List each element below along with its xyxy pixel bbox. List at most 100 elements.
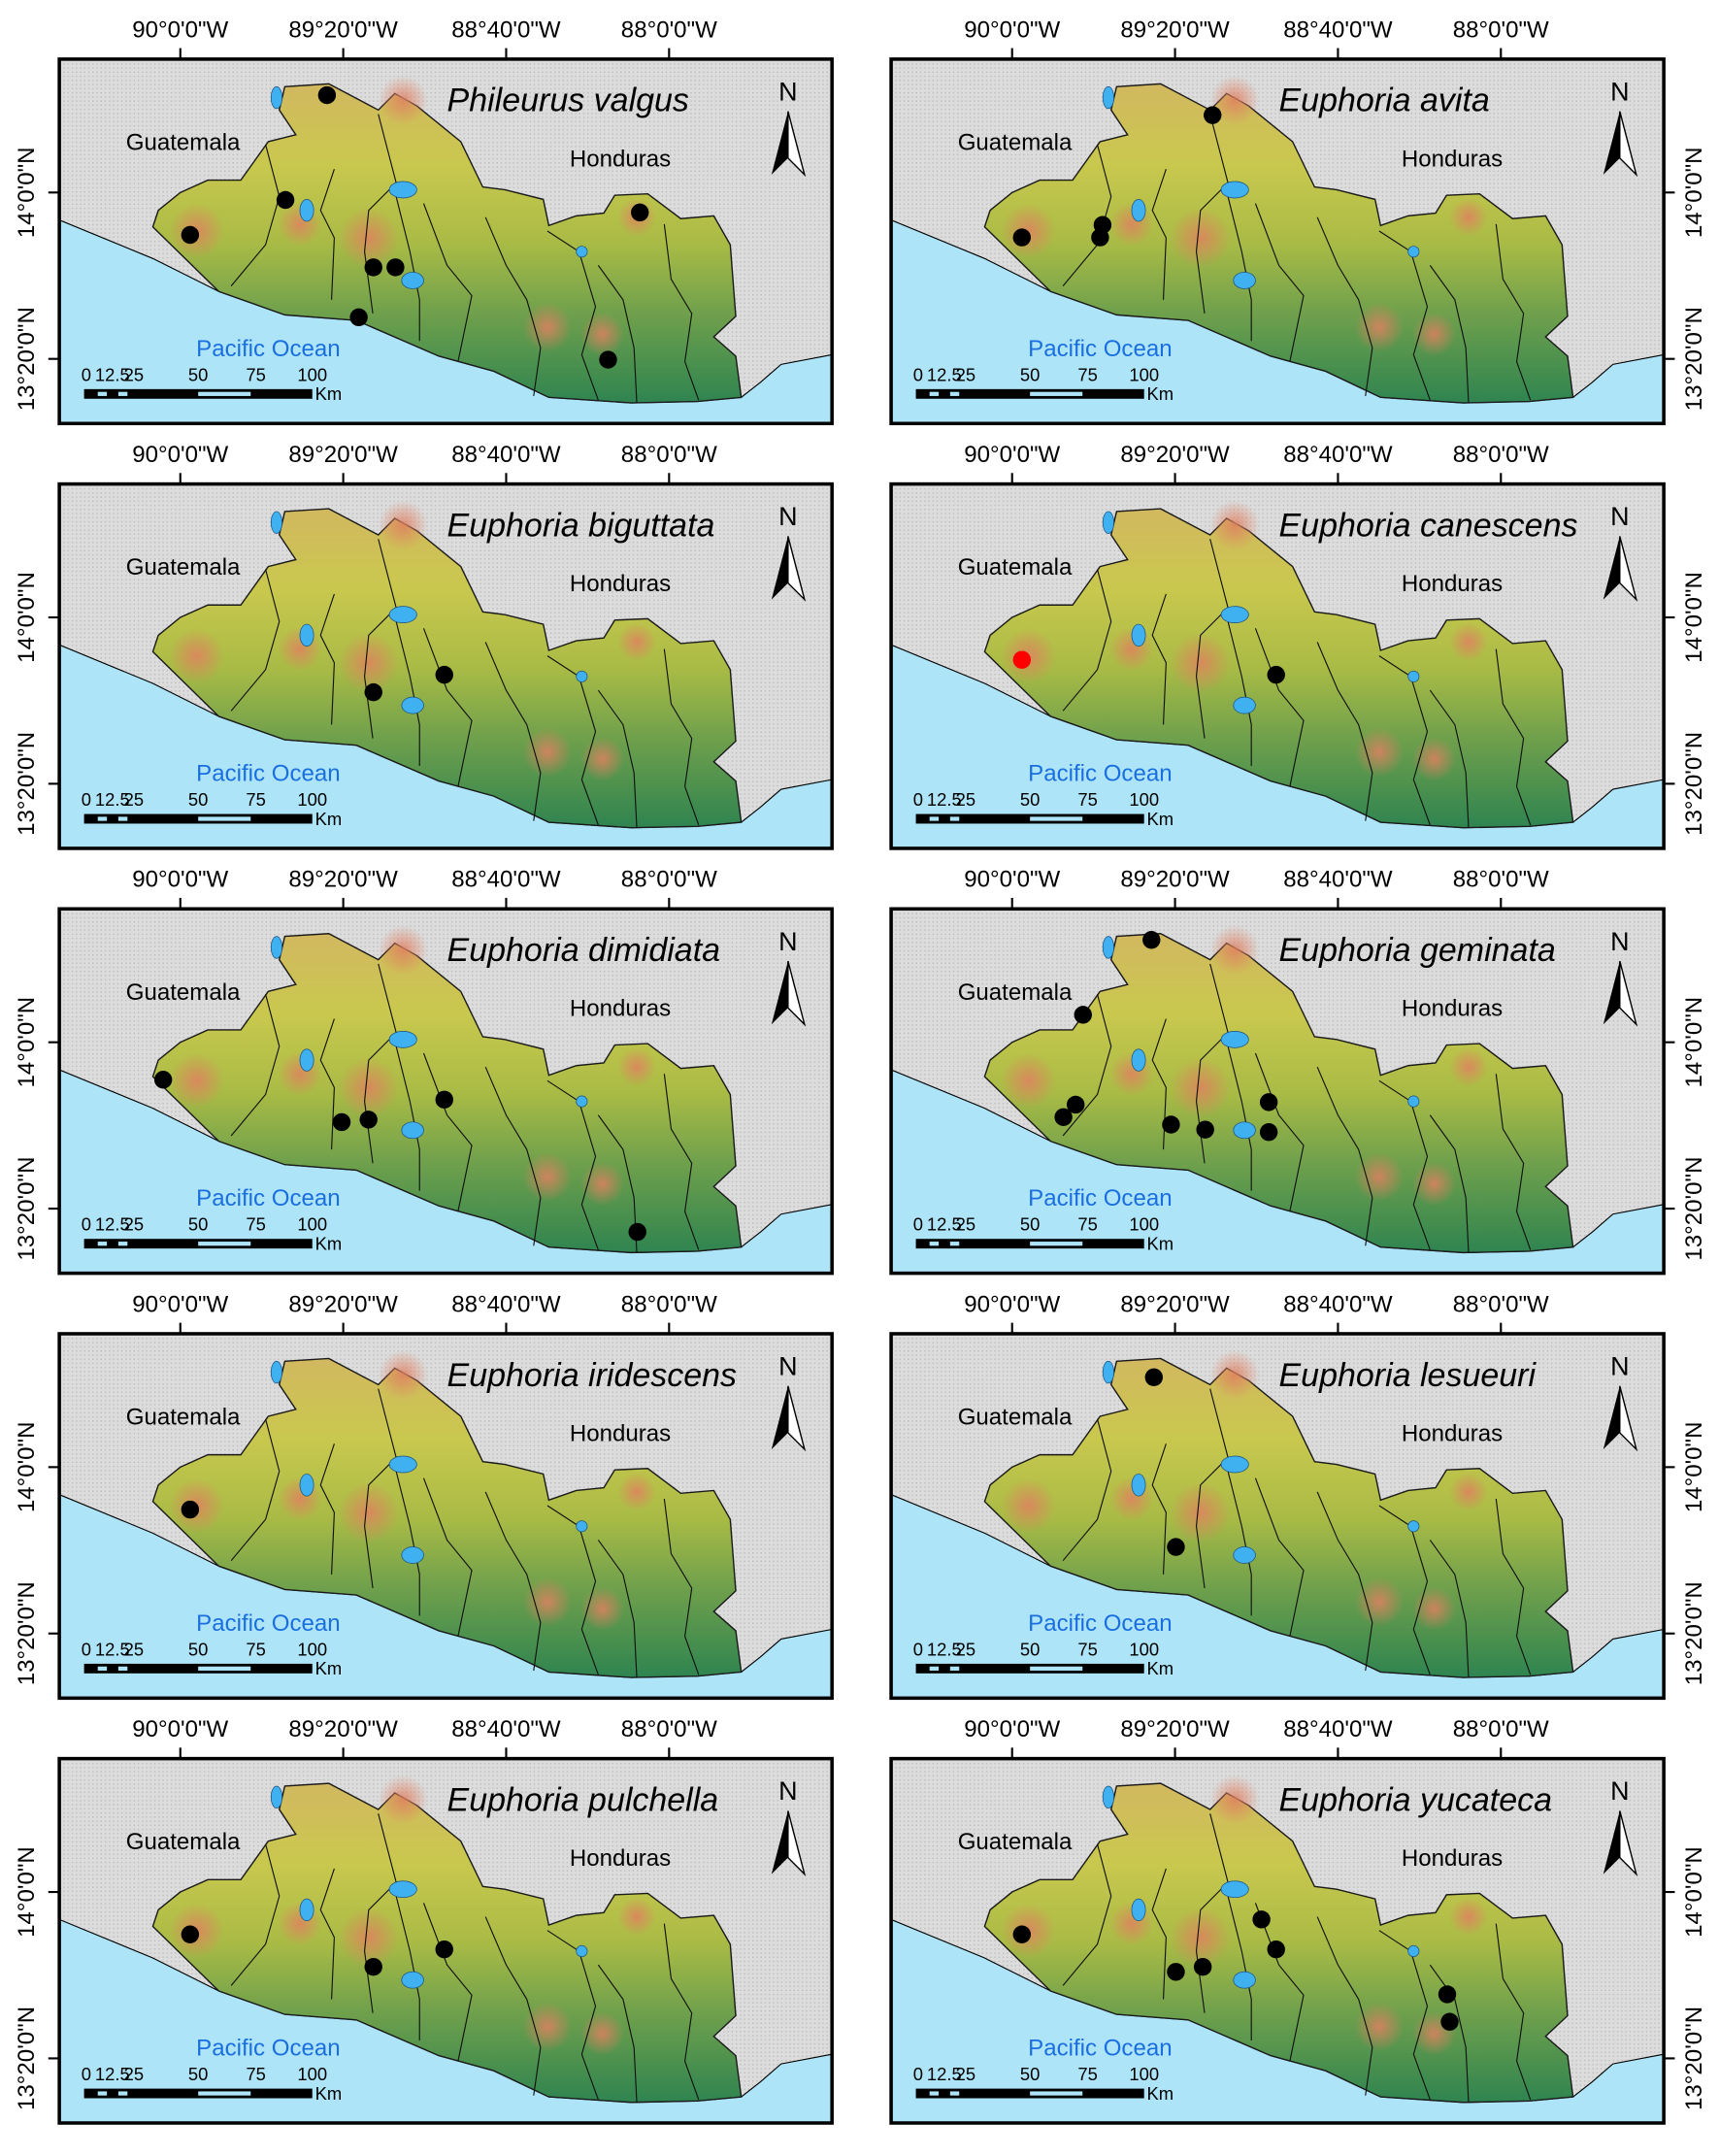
lake: [1407, 670, 1420, 682]
relief-highland: [1354, 727, 1405, 778]
lake: [401, 1971, 424, 1989]
scale-label: 12.5: [927, 2064, 962, 2084]
record-point: [1091, 228, 1109, 247]
relief-highland: [579, 1161, 625, 1207]
pacific-ocean-label: Pacific Ocean: [196, 336, 340, 362]
department-border: [663, 223, 700, 401]
scale-label: 75: [1077, 789, 1097, 810]
lon-tick-label: 89°20'0"W: [288, 867, 398, 893]
record-point: [1259, 1093, 1278, 1111]
record-point: [1066, 1095, 1085, 1114]
lake: [401, 1546, 424, 1564]
species-name: Euphoria lesueuri: [1279, 1357, 1537, 1394]
guatemala-label: Guatemala: [958, 129, 1073, 155]
scale-label: 0: [82, 1639, 91, 1659]
scale-label: 12.5: [95, 1214, 130, 1235]
lake: [1131, 1048, 1146, 1072]
lat-tick-label: 13°20'0"N: [1681, 1581, 1707, 1685]
department-border: [230, 569, 281, 712]
record-point: [1162, 1115, 1180, 1134]
map-panel: 90°0'0"W 89°20'0"W 88°40'0"W 88°0'0"W 14°0'0…: [14, 1291, 834, 1701]
guatemala-label: Guatemala: [126, 979, 241, 1006]
scale-label: 25: [124, 2064, 144, 2084]
relief-highland: [522, 1576, 573, 1627]
department-border: [1429, 1964, 1470, 2103]
pacific-ocean-label: Pacific Ocean: [196, 1610, 340, 1637]
lon-tick-label: 90°0'0"W: [964, 17, 1060, 43]
relief-highland: [1209, 1775, 1260, 1825]
lake: [270, 1785, 282, 1808]
record-point: [1054, 1108, 1073, 1127]
map-frame: [57, 57, 834, 426]
lon-tick-label: 88°40'0"W: [451, 1291, 561, 1317]
lat-tick-label: 13°20'0"N: [14, 732, 40, 836]
honduras-label: Honduras: [1402, 996, 1503, 1022]
relief-highland: [378, 75, 428, 125]
department-border: [1254, 628, 1305, 787]
relief-highland: [338, 632, 399, 693]
scale-label: 25: [124, 1639, 144, 1659]
lon-tick-label: 88°0'0"W: [1453, 1716, 1549, 1742]
record-point: [1167, 1963, 1185, 1981]
lon-tick-label: 88°40'0"W: [1283, 1716, 1393, 1742]
scale-label: 25: [124, 364, 144, 384]
department-border: [597, 1964, 638, 2103]
record-point: [276, 190, 295, 210]
department-border: [1495, 648, 1532, 826]
scale-label: 50: [1020, 364, 1040, 384]
lake: [576, 1095, 588, 1108]
north-label: N: [1610, 502, 1629, 531]
species-name: Euphoria yucateca: [1279, 1781, 1553, 1818]
department-border: [484, 1066, 542, 1246]
scale-label: 0: [82, 789, 91, 810]
department-border: [1495, 1923, 1532, 2101]
lake: [270, 511, 282, 534]
relief-highland: [1354, 1576, 1405, 1627]
north-label: N: [1610, 1776, 1629, 1806]
pacific-ocean-label: Pacific Ocean: [1028, 1610, 1172, 1637]
department-border: [546, 1930, 599, 2101]
lon-tick-label: 88°40'0"W: [1283, 1291, 1393, 1317]
department-border: [1429, 1540, 1470, 1678]
record-point: [1012, 228, 1032, 247]
scale-label: 50: [188, 1214, 208, 1235]
relief-highland: [579, 1586, 625, 1631]
lake: [401, 272, 424, 289]
map-frame: [889, 481, 1666, 850]
relief-highland: [378, 500, 428, 550]
department-border: [1151, 1868, 1167, 2000]
record-point: [181, 225, 200, 245]
record-point: [1144, 1368, 1164, 1387]
department-border: [484, 1916, 542, 2096]
pacific-ocean-label: Pacific Ocean: [1028, 336, 1172, 362]
scale-label: 25: [956, 1639, 975, 1659]
record-point: [364, 1957, 382, 1976]
lake: [1407, 1520, 1420, 1533]
north-arrow-icon: N: [1603, 927, 1638, 1027]
record-point: [364, 258, 382, 277]
species-name: Euphoria biguttata: [447, 507, 715, 544]
north-label: N: [778, 1776, 797, 1806]
lon-tick-label: 88°40'0"W: [451, 17, 561, 43]
department-border: [1429, 265, 1470, 404]
map-frame: [889, 907, 1666, 1276]
department-border: [1316, 1916, 1373, 2096]
record-point: [628, 1222, 646, 1242]
scale-label: 0: [82, 364, 91, 384]
lon-tick-label: 88°0'0"W: [621, 1291, 717, 1317]
department-border: [1378, 655, 1431, 826]
lat-tick-label: 14°0'0"N: [1681, 572, 1707, 663]
honduras-label: Honduras: [570, 1845, 671, 1872]
scale-label: 100: [1129, 364, 1159, 384]
scale-label: 25: [956, 2064, 975, 2084]
department-border: [1495, 1074, 1532, 1250]
department-border: [1062, 993, 1112, 1137]
department-border: [319, 593, 335, 725]
relief-highland: [338, 1907, 399, 1968]
lon-tick-label: 88°0'0"W: [621, 442, 717, 468]
relief-highland: [1001, 1053, 1057, 1109]
record-point: [631, 203, 649, 222]
lake: [1233, 1546, 1256, 1564]
